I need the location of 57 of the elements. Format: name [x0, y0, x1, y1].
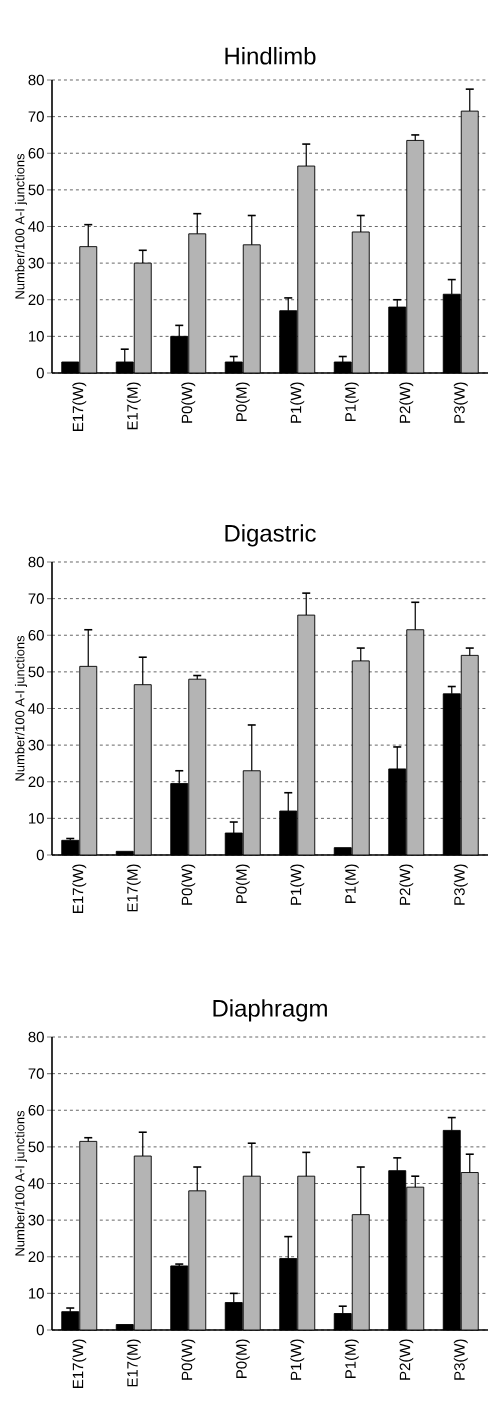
x-tick-label: P0(M) — [235, 382, 250, 421]
x-tick-label: P0(M) — [235, 864, 250, 903]
x-tick-label: E17(W) — [72, 864, 87, 913]
y-tick-label: 50 — [28, 666, 44, 678]
chart-title: Hindlimb — [225, 46, 316, 65]
y-tick-label: 30 — [28, 257, 44, 269]
y-tick-label: 60 — [28, 147, 44, 159]
x-tick-label: E17(M) — [126, 382, 141, 430]
x-tick-label: E17(W) — [72, 382, 87, 431]
x-tick-label: P1(M) — [344, 1339, 359, 1378]
y-tick-label: 70 — [28, 111, 44, 122]
y-tick-label: 0 — [36, 1324, 44, 1336]
y-tick-label: 80 — [28, 74, 44, 86]
y-tick-label: 70 — [28, 593, 44, 604]
y-tick-label: 40 — [28, 1178, 44, 1189]
x-tick-label: P1(W) — [290, 1339, 305, 1380]
y-tick-label: 30 — [28, 739, 44, 751]
x-tick-label: P3(W) — [453, 1339, 468, 1380]
chart-title: Digastric — [225, 524, 316, 547]
x-tick-label: P1(M) — [344, 382, 359, 421]
chart-title: Diaphragm — [213, 999, 327, 1022]
y-tick-label: 50 — [28, 184, 44, 196]
x-tick-label: E17(W) — [72, 1339, 87, 1388]
y-tick-label: 50 — [28, 1141, 44, 1153]
y-axis-title: Number/100 A-I junctions — [14, 1110, 28, 1256]
x-tick-label: P1(M) — [344, 864, 359, 903]
x-tick-label: P1(W) — [290, 382, 305, 423]
y-tick-label: 30 — [28, 1214, 44, 1226]
y-tick-label: 70 — [28, 1068, 44, 1079]
x-tick-label: P2(W) — [399, 1339, 414, 1380]
y-tick-label: 40 — [28, 221, 44, 232]
y-tick-label: 20 — [28, 1251, 44, 1263]
x-tick-label: P2(W) — [399, 382, 414, 423]
y-tick-label: 80 — [28, 1031, 44, 1043]
y-tick-label: 0 — [36, 367, 44, 379]
y-tick-label: 60 — [28, 1104, 44, 1116]
y-tick-label: 10 — [29, 1288, 44, 1299]
x-tick-label: P2(W) — [399, 864, 414, 905]
y-tick-label: 0 — [36, 849, 44, 861]
x-tick-label: E17(M) — [126, 1339, 141, 1387]
x-tick-label: E17(M) — [126, 864, 141, 912]
x-tick-label: P0(W) — [181, 864, 196, 905]
y-tick-label: 80 — [28, 556, 44, 568]
x-tick-label: P3(W) — [453, 864, 468, 905]
x-tick-label: P1(W) — [290, 864, 305, 905]
y-tick-label: 60 — [28, 629, 44, 641]
x-tick-label: P0(W) — [181, 382, 196, 423]
y-axis-title: Number/100 A-I junctions — [14, 153, 28, 299]
y-tick-label: 20 — [28, 294, 44, 306]
x-tick-label: P0(M) — [235, 1339, 250, 1378]
x-tick-label: P0(W) — [181, 1339, 196, 1380]
y-axis-title: Number/100 A-I junctions — [14, 635, 28, 781]
y-tick-label: 20 — [28, 776, 44, 788]
y-tick-label: 40 — [28, 703, 44, 714]
x-tick-label: P3(W) — [453, 382, 468, 423]
y-tick-label: 10 — [29, 813, 44, 824]
y-tick-label: 10 — [29, 331, 44, 342]
